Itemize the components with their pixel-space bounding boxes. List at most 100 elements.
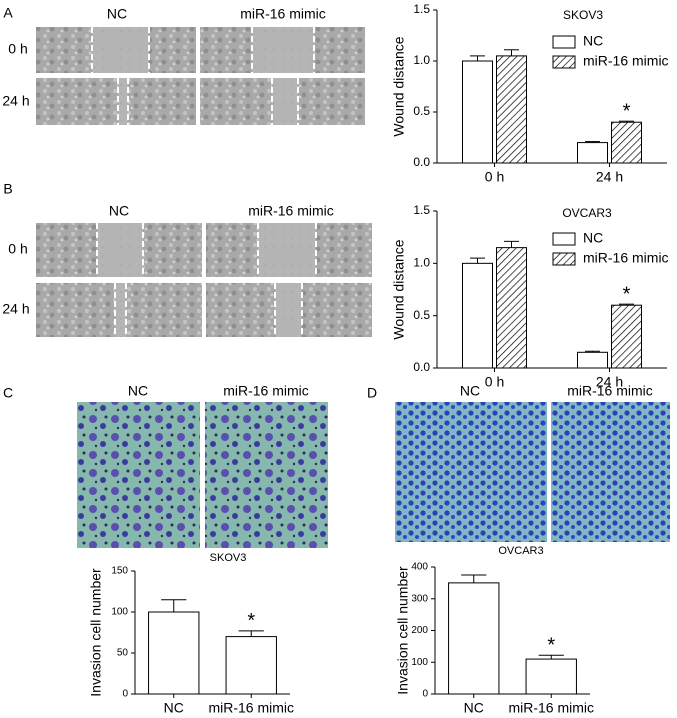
column-label: NC: [460, 383, 480, 399]
error-bar: [470, 257, 485, 264]
x-tick-label: NC: [164, 700, 184, 716]
x-tick-label: 24 h: [596, 169, 623, 185]
bar: [148, 611, 200, 695]
error-bar: [238, 630, 264, 637]
wound-gap: [97, 223, 143, 277]
wound-gap: [92, 27, 149, 73]
y-tick-label: 400: [411, 562, 428, 573]
chart-title: OVCAR3: [498, 545, 543, 557]
y-axis-label: Invasion cell number: [395, 566, 411, 695]
wound-gap: [275, 283, 302, 337]
x-tick-label: miR-16 mimic: [208, 700, 294, 716]
wound-gap: [252, 27, 314, 73]
error-bar: [461, 574, 487, 583]
y-tick-label: 200: [411, 625, 428, 636]
error-bar: [619, 303, 634, 306]
row-label: 0 h: [8, 41, 27, 57]
error-bar: [585, 350, 600, 353]
wound-gap: [258, 223, 316, 277]
column-label: NC: [109, 203, 129, 219]
chart-title: SKOV3: [563, 8, 603, 22]
bar: [577, 142, 608, 164]
y-tick-label: 100: [411, 657, 428, 668]
y-tick-label: 0.0: [413, 360, 430, 374]
bar: [496, 55, 527, 164]
wound-gap: [118, 78, 128, 125]
y-tick-label: 0: [122, 689, 128, 700]
y-tick-label: 1.0: [413, 256, 430, 270]
wound-gap: [115, 283, 126, 337]
bar: [525, 658, 577, 695]
panel-letter: C: [3, 385, 13, 401]
row-label: 24 h: [2, 301, 29, 317]
legend-swatch: [552, 55, 576, 69]
bar: [611, 121, 642, 164]
legend-label: miR-16 mimic: [583, 250, 669, 266]
column-label: NC: [107, 6, 127, 22]
y-tick-label: 0.5: [413, 104, 430, 118]
x-tick-label: miR-16 mimic: [508, 700, 594, 716]
y-axis-label: Wound distance: [391, 239, 407, 339]
micrograph: [395, 402, 547, 542]
legend-label: miR-16 mimic: [583, 53, 669, 69]
x-tick-label: 0 h: [485, 169, 504, 185]
panel-letter: B: [3, 181, 12, 197]
column-label: miR-16 mimic: [567, 383, 653, 399]
legend-label: NC: [583, 230, 603, 246]
panel-letter: D: [367, 385, 377, 401]
y-tick-label: 100: [111, 607, 128, 618]
bar: [577, 351, 608, 369]
panel-letter: A: [3, 5, 13, 21]
micrograph: [551, 402, 670, 542]
x-tick-label: NC: [464, 700, 484, 716]
error-bar: [161, 599, 187, 612]
column-label: miR-16 mimic: [223, 383, 309, 399]
micrograph: [77, 402, 200, 548]
bar: [225, 636, 277, 695]
bar: [496, 247, 527, 369]
legend-swatch: [552, 252, 576, 266]
y-tick-label: 1.0: [413, 53, 430, 67]
chart-title: SKOV3: [210, 552, 247, 564]
wound-gap: [272, 78, 298, 125]
legend-swatch: [552, 35, 576, 49]
y-tick-label: 150: [111, 566, 128, 577]
micrograph: [205, 402, 328, 548]
row-label: 24 h: [2, 93, 29, 109]
error-bar: [504, 240, 519, 248]
error-bar: [538, 654, 564, 660]
x-tick-label: 0 h: [485, 374, 504, 390]
x-tick-label: 24 h: [596, 374, 623, 390]
micrograph: [36, 78, 196, 125]
y-axis-label: Wound distance: [391, 36, 407, 136]
significance-mark: *: [547, 635, 555, 657]
error-bar: [619, 120, 634, 123]
y-tick-label: 50: [117, 648, 129, 659]
error-bar: [470, 55, 485, 61]
y-tick-label: 0.5: [413, 308, 430, 322]
row-label: 0 h: [8, 241, 27, 257]
y-tick-label: 1.5: [413, 203, 430, 217]
bar: [611, 304, 642, 369]
y-tick-label: 0: [422, 689, 428, 700]
bar: [462, 262, 493, 369]
column-label: miR-16 mimic: [248, 203, 334, 219]
error-bar: [585, 141, 600, 143]
y-tick-label: 1.5: [413, 2, 430, 16]
chart-title: OVCAR3: [562, 206, 612, 220]
y-axis-label: Invasion cell number: [88, 568, 104, 697]
column-label: miR-16 mimic: [240, 6, 326, 22]
bar: [462, 60, 493, 164]
legend-label: NC: [583, 33, 603, 49]
significance-mark: *: [623, 283, 631, 305]
legend-swatch: [552, 232, 576, 246]
bar: [448, 582, 500, 695]
error-bar: [504, 49, 519, 56]
y-tick-label: 300: [411, 593, 428, 604]
significance-mark: *: [623, 100, 631, 122]
y-tick-label: 0.0: [413, 155, 430, 169]
column-label: NC: [128, 383, 148, 399]
significance-mark: *: [247, 610, 255, 632]
